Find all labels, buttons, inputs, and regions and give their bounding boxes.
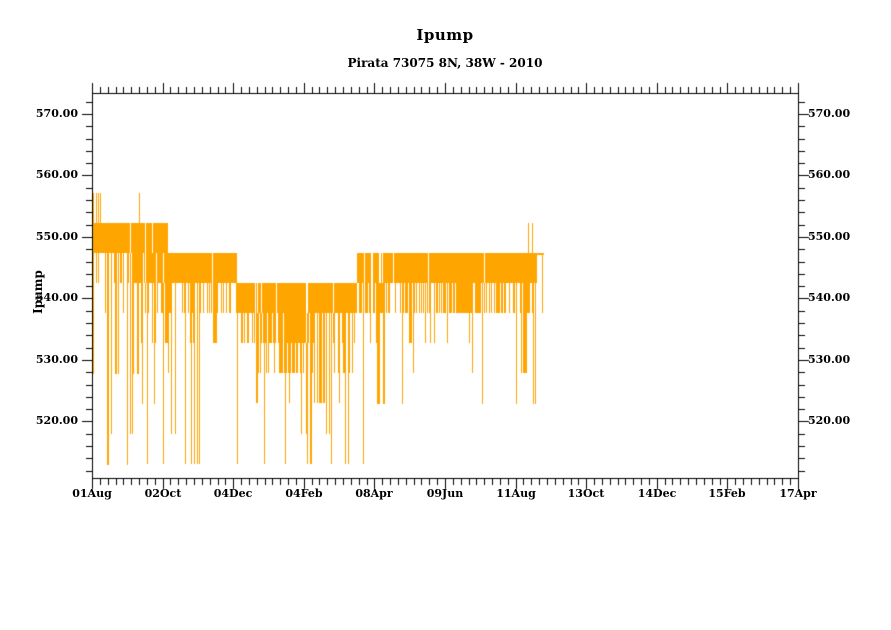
y-axis-tick-label: 530.00 bbox=[35, 353, 78, 366]
x-axis-tick-label: 14Dec bbox=[637, 487, 677, 500]
y-axis-tick-label: 520.00 bbox=[35, 414, 78, 427]
y-axis-tick-label: 520.00 bbox=[808, 414, 851, 427]
y-axis-tick-label: 540.00 bbox=[808, 291, 851, 304]
y-axis-tick-label: 550.00 bbox=[808, 230, 851, 243]
chart-title: Ipump bbox=[416, 26, 474, 44]
y-axis-tick-label: 570.00 bbox=[808, 107, 851, 120]
y-axis-tick-label: 560.00 bbox=[35, 168, 78, 181]
y-axis-tick-label: 560.00 bbox=[808, 168, 851, 181]
x-axis-tick-label: 08Apr bbox=[355, 487, 393, 500]
x-axis-tick-label: 13Oct bbox=[567, 487, 605, 500]
x-axis-tick-label: 11Aug bbox=[496, 487, 536, 500]
y-axis-tick-label: 540.00 bbox=[35, 291, 78, 304]
x-axis-tick-label: 04Dec bbox=[213, 487, 253, 500]
y-axis-tick-label: 550.00 bbox=[35, 230, 78, 243]
x-axis-tick-label: 15Feb bbox=[708, 487, 746, 500]
x-axis-tick-label: 04Feb bbox=[285, 487, 323, 500]
x-axis-tick-label: 01Aug bbox=[72, 487, 112, 500]
x-axis-tick-label: 02Oct bbox=[144, 487, 182, 500]
y-axis-tick-label: 570.00 bbox=[35, 107, 78, 120]
x-axis-tick-label: 09Jun bbox=[426, 487, 464, 500]
x-axis-tick-label: 17Apr bbox=[779, 487, 817, 500]
y-axis-tick-label: 530.00 bbox=[808, 353, 851, 366]
chart-subtitle: Pirata 73075 8N, 38W - 2010 bbox=[347, 56, 543, 70]
